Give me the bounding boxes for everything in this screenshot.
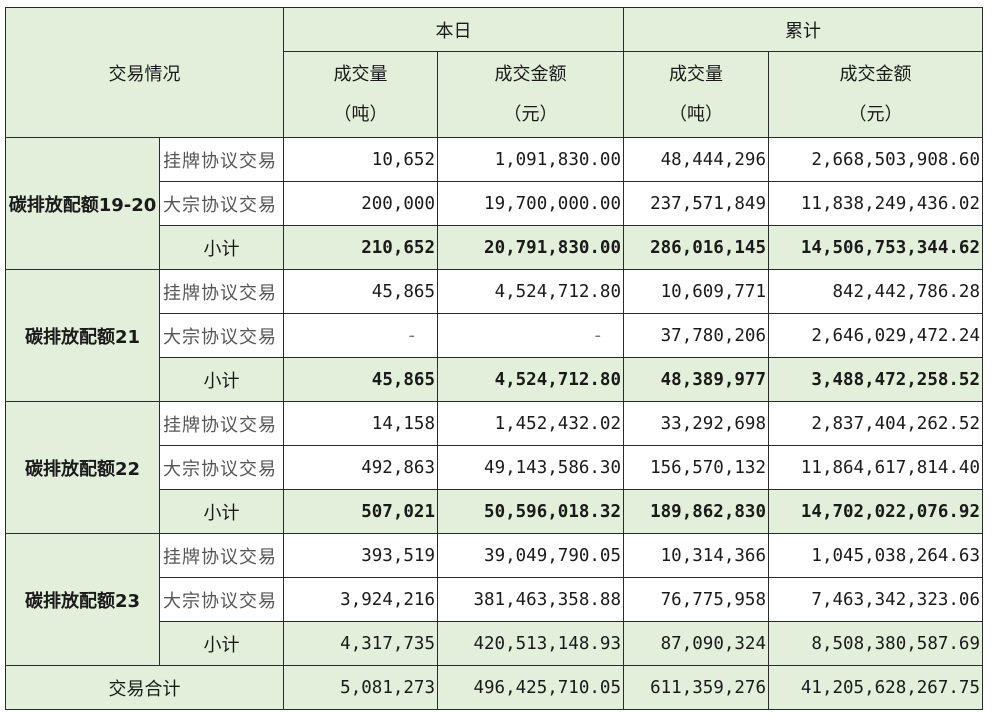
subtotal-row: 小计 210,652 20,791,830.00 286,016,145 14,… [5,225,983,270]
total-cum-amount: 41,205,628,267.75 [768,665,983,710]
today-amount-cell: 1,091,830.00 [437,137,624,182]
subtotal-today-volume: 45,865 [283,357,438,402]
today-volume-cell: 10,652 [283,137,438,182]
trading-summary-table: 交易情况 本日 累计 成交量 （吨） 成交金额 （元） 成交量 （吨） 成交金额… [5,7,983,710]
cum-amount-cell: 2,646,029,472.24 [768,313,983,358]
cum-volume-cell: 33,292,698 [623,401,769,446]
subtotal-row: 小计 4,317,735 420,513,148.93 87,090,324 8… [5,621,983,666]
subtotal-cum-volume: 189,862,830 [623,489,769,534]
today-amount-label: 成交金额 [494,63,567,85]
today-volume-cell: 200,000 [283,181,438,226]
group-name: 碳排放配额23 [5,533,160,666]
subtotal-row: 小计 507,021 50,596,018.32 189,862,830 14,… [5,489,983,534]
total-cum-volume: 611,359,276 [623,665,769,710]
cumulative-header: 累计 [623,7,983,52]
subtotal-cum-volume: 48,389,977 [623,357,769,402]
trade-type: 大宗协议交易 [159,313,284,358]
table-row: 大宗协议交易 200,000 19,700,000.00 237,571,849… [6,181,983,226]
subtotal-row: 小计 45,865 4,524,712.80 48,389,977 3,488,… [5,357,983,402]
today-amount-unit: （元） [503,103,558,125]
subtotal-today-volume: 4,317,735 [283,621,438,666]
table-row: 大宗协议交易 - - 37,780,206 2,646,029,472.24 [6,313,983,358]
today-amount-cell: 381,463,358.88 [437,577,624,622]
cum-amount-cell: 1,045,038,264.63 [768,533,983,578]
cum-volume-cell: 156,570,132 [623,445,769,490]
subtotal-cum-volume: 286,016,145 [623,225,769,270]
cum-amount-header: 成交金额 （元） [768,51,983,138]
cum-volume-cell: 76,775,958 [623,577,769,622]
cum-amount-cell: 2,837,404,262.52 [768,401,983,446]
table-row: 碳排放配额21 挂牌协议交易 45,865 4,524,712.80 10,60… [5,269,983,402]
today-header: 本日 [283,7,624,52]
cum-amount-cell: 11,838,249,436.02 [768,181,983,226]
subtotal-today-amount: 50,596,018.32 [437,489,624,534]
group-name: 碳排放配额21 [5,269,160,402]
cum-volume-cell: 10,314,366 [623,533,769,578]
cum-amount-cell: 11,864,617,814.40 [768,445,983,490]
today-amount-cell: 19,700,000.00 [437,181,624,226]
trade-type: 挂牌协议交易 [159,401,284,446]
total-today-volume: 5,081,273 [283,665,438,710]
today-volume-cell: 393,519 [283,533,438,578]
cum-amount-unit: （元） [848,103,903,125]
trade-type: 大宗协议交易 [159,445,284,490]
subtotal-cum-amount: 3,488,472,258.52 [768,357,983,402]
subtotal-today-volume: 210,652 [283,225,438,270]
today-amount-cell: 49,143,586.30 [437,445,624,490]
cum-volume-cell: 237,571,849 [623,181,769,226]
trade-type: 挂牌协议交易 [159,269,284,314]
cum-amount-cell: 2,668,503,908.60 [768,137,983,182]
today-amount-header: 成交金额 （元） [437,51,624,138]
section-label: 交易情况 [5,7,284,138]
subtotal-cum-amount: 14,702,022,076.92 [768,489,983,534]
cum-volume-unit: （吨） [669,103,723,125]
total-row: 交易合计 5,081,273 496,425,710.05 611,359,27… [5,665,983,710]
cum-amount-cell: 7,463,342,323.06 [768,577,983,622]
today-volume-header: 成交量 （吨） [283,51,438,138]
total-today-amount: 496,425,710.05 [437,665,624,710]
today-volume-unit: （吨） [333,103,388,125]
cum-amount-cell: 842,442,786.28 [768,269,983,314]
cum-volume-cell: 10,609,771 [623,269,769,314]
table-row: 碳排放配额23 挂牌协议交易 393,519 39,049,790.05 10,… [5,533,983,666]
trade-type: 大宗协议交易 [159,577,284,622]
today-volume-cell: 14,158 [283,401,438,446]
table-row: 碳排放配额22 挂牌协议交易 14,158 1,452,432.02 33,29… [5,401,983,534]
trade-type: 挂牌协议交易 [159,533,284,578]
cum-amount-label: 成交金额 [839,63,912,85]
subtotal-today-amount: 4,524,712.80 [437,357,624,402]
trade-type: 大宗协议交易 [159,181,284,226]
subtotal-cum-amount: 14,506,753,344.62 [768,225,983,270]
today-volume-cell: 3,924,216 [283,577,438,622]
trade-type: 挂牌协议交易 [159,137,284,182]
today-amount-cell: 39,049,790.05 [437,533,624,578]
cum-volume-header: 成交量 （吨） [623,51,769,138]
cum-volume-cell: 37,780,206 [623,313,769,358]
subtotal-today-amount: 420,513,148.93 [437,621,624,666]
subtotal-today-amount: 20,791,830.00 [437,225,624,270]
cum-volume-cell: 48,444,296 [623,137,769,182]
subtotal-label: 小计 [159,621,284,666]
today-amount-cell: - [437,313,624,358]
today-amount-cell: 4,524,712.80 [437,269,624,314]
table-row: 大宗协议交易 3,924,216 381,463,358.88 76,775,9… [6,577,983,622]
subtotal-label: 小计 [159,357,284,402]
group-name: 碳排放配额22 [5,401,160,534]
group-name: 碳排放配额19-20 [5,137,160,270]
today-volume-cell: 492,863 [283,445,438,490]
today-volume-cell: 45,865 [283,269,438,314]
today-amount-cell: 1,452,432.02 [437,401,624,446]
total-label: 交易合计 [5,665,284,710]
subtotal-cum-amount: 8,508,380,587.69 [768,621,983,666]
subtotal-today-volume: 507,021 [283,489,438,534]
subtotal-label: 小计 [159,225,284,270]
subtotal-cum-volume: 87,090,324 [623,621,769,666]
today-volume-cell: - [283,313,438,358]
today-volume-label: 成交量 [333,63,388,85]
subtotal-label: 小计 [159,489,284,534]
table-row: 碳排放配额19-20 挂牌协议交易 10,652 1,091,830.00 48… [5,137,983,270]
cum-volume-label: 成交量 [669,63,723,85]
